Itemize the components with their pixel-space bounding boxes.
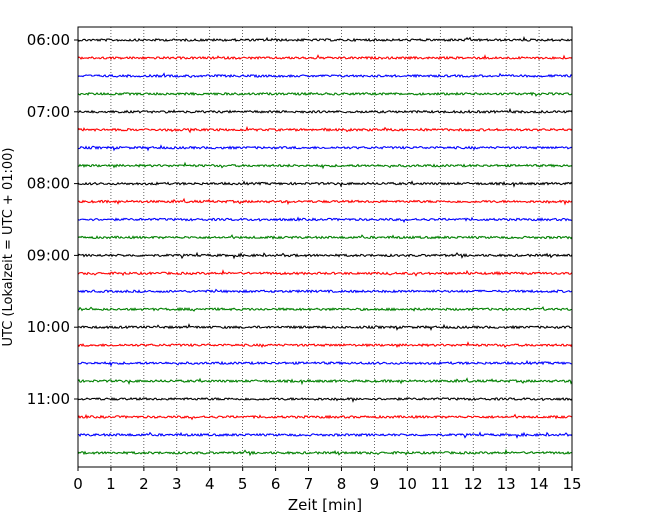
trace-line bbox=[77, 288, 573, 294]
trace-line bbox=[77, 180, 573, 188]
y-tick-label: 10:00 bbox=[27, 318, 70, 336]
trace-line bbox=[77, 216, 573, 223]
x-tick-label: 6 bbox=[271, 475, 281, 493]
x-tick-label: 13 bbox=[497, 475, 516, 493]
x-tick-label: 3 bbox=[172, 475, 182, 493]
x-tick-label: 5 bbox=[238, 475, 248, 493]
x-axis-ticks: 0 1 2 3 4 5 6 7 8 9 10 11 12 13 14 15 bbox=[73, 467, 582, 493]
x-tick-label: 0 bbox=[73, 475, 83, 493]
x-tick-label: 2 bbox=[139, 475, 149, 493]
y-tick-label: 07:00 bbox=[27, 103, 70, 121]
trace-line bbox=[77, 323, 573, 331]
x-tick-label: 15 bbox=[562, 475, 581, 493]
x-tick-label: 8 bbox=[337, 475, 347, 493]
trace-line bbox=[77, 125, 573, 134]
trace-line bbox=[77, 144, 573, 152]
y-tick-label: 09:00 bbox=[27, 246, 70, 264]
trace-line bbox=[77, 91, 573, 97]
trace-line bbox=[77, 359, 573, 367]
x-tick-label: 9 bbox=[370, 475, 380, 493]
grid bbox=[110, 27, 540, 467]
trace-line bbox=[77, 35, 573, 43]
traces bbox=[77, 35, 573, 457]
trace-line bbox=[77, 251, 573, 260]
trace-line bbox=[77, 72, 573, 79]
y-axis-label: UTC (Lokalzeit = UTC + 01:00) bbox=[1, 148, 16, 347]
x-tick-label: 10 bbox=[398, 475, 417, 493]
y-axis-ticks: 06:00 07:00 08:00 09:00 10:00 11:00 bbox=[27, 31, 78, 408]
x-tick-label: 12 bbox=[464, 475, 483, 493]
trace-line bbox=[77, 197, 573, 206]
trace-line bbox=[77, 269, 573, 277]
trace-line bbox=[77, 377, 573, 386]
x-tick-label: 1 bbox=[106, 475, 116, 493]
trace-line bbox=[77, 107, 573, 114]
trace-line bbox=[77, 54, 573, 61]
trace-line bbox=[77, 413, 573, 421]
y-tick-label: 06:00 bbox=[27, 31, 70, 49]
x-tick-label: 11 bbox=[431, 475, 450, 493]
x-tick-label: 4 bbox=[205, 475, 215, 493]
y-tick-label: 08:00 bbox=[27, 175, 70, 193]
trace-line bbox=[77, 306, 573, 312]
trace-line bbox=[77, 396, 573, 403]
x-tick-label: 7 bbox=[304, 475, 314, 493]
plot-frame bbox=[77, 26, 573, 468]
trace-line bbox=[77, 234, 573, 240]
trace-line bbox=[77, 431, 573, 439]
x-tick-label: 14 bbox=[530, 475, 549, 493]
x-axis-label: Zeit [min] bbox=[288, 496, 362, 514]
plot-area bbox=[78, 27, 572, 467]
trace-line bbox=[77, 341, 573, 349]
trace-line bbox=[77, 448, 573, 457]
trace-line bbox=[77, 161, 573, 170]
y-tick-label: 11:00 bbox=[27, 390, 70, 408]
